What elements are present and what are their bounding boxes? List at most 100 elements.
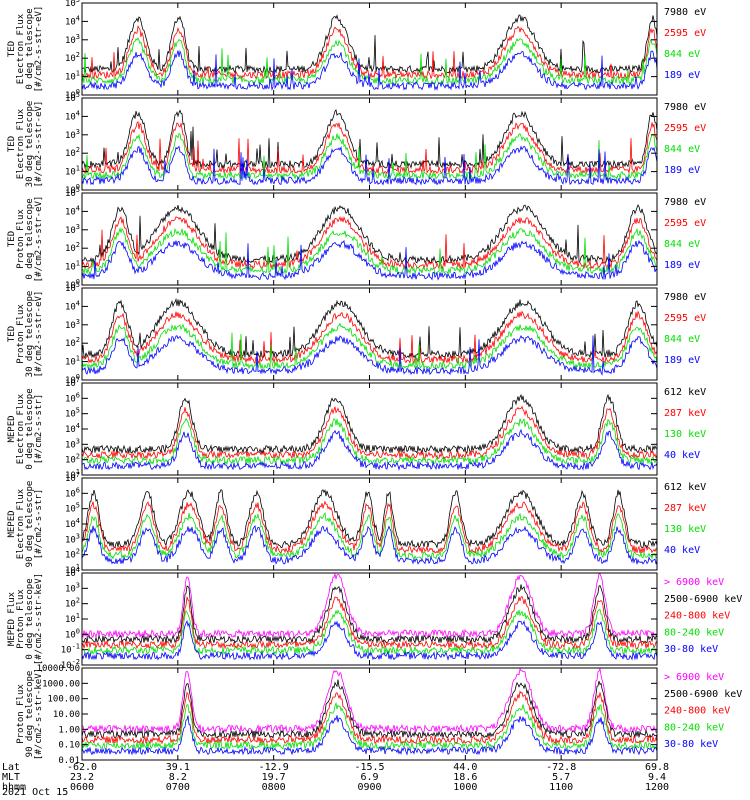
series-5-2 xyxy=(81,405,658,460)
series-line xyxy=(81,109,658,170)
footer-value: 0800 xyxy=(262,782,286,793)
legend-entry: 189 eV xyxy=(664,355,700,366)
footer-value: 39.1 xyxy=(166,762,190,773)
footer-row-label: hhmm xyxy=(2,782,26,793)
ytick-label: 104 xyxy=(65,299,80,312)
ylabel-line: Proton Flux xyxy=(16,589,26,649)
ylabel: MEPED Electron Flux 0 deg telescope [#/cm2-… xyxy=(7,388,44,469)
ylabel: Proton Flux 90 deg telescope [#/cm2-s-str-… xyxy=(16,668,44,760)
ylabel-line: Proton Flux xyxy=(16,684,26,744)
legend-entry: 130 keV xyxy=(664,429,706,440)
ytick-label: 102 xyxy=(65,597,80,610)
ytick-label: 103 xyxy=(65,128,80,141)
series-8-1 xyxy=(81,667,658,734)
series-6-4 xyxy=(81,524,658,565)
ylabel-line: TED xyxy=(7,136,17,152)
ylabel-line: [#/cm2-s-str-eV] xyxy=(34,101,44,188)
series-7-5 xyxy=(81,619,658,661)
ytick-label: 101 xyxy=(65,70,80,83)
legend-entry: 287 keV xyxy=(664,503,706,514)
footer-value: 23.2 xyxy=(70,772,94,783)
series-8-2 xyxy=(81,679,658,739)
series-line xyxy=(81,133,658,181)
panel-frame xyxy=(81,287,658,381)
ytick-label: 103 xyxy=(65,33,80,46)
legend-entry: 189 eV xyxy=(664,70,700,81)
footer-row-label: MLT xyxy=(2,772,20,783)
ylabel-line: [#/cm2-s-str] xyxy=(34,489,44,559)
legend-entry: 2500-6900 keV xyxy=(664,689,742,700)
legend-entry: 7980 eV xyxy=(664,292,706,303)
ylabel-line: MEPED xyxy=(7,415,17,442)
series-5-3 xyxy=(81,417,658,466)
legend-entry: 612 keV xyxy=(664,482,706,493)
ylabel-line: Electron Flux xyxy=(16,488,26,559)
orbit-footer: Lat -62.0 39.1 -12.9 -15.5 44.0 -72.8 69.8 MLT 23… xyxy=(2,762,669,793)
series-line xyxy=(81,715,658,756)
series-line xyxy=(81,239,658,281)
ylabel: TED Electron Flux 0 deg telescope [#/cm2-s-… xyxy=(7,6,44,93)
ytick-label: 103 xyxy=(65,437,80,450)
ylabel-line: 90 deg telescope xyxy=(25,671,35,758)
ytick-label: 103 xyxy=(65,532,80,545)
series-5-4 xyxy=(81,428,658,471)
footer-value: -12.9 xyxy=(259,762,289,773)
series-3-3 xyxy=(81,227,658,275)
footer-value: -72.8 xyxy=(546,762,576,773)
legend-entry: 240-800 keV xyxy=(664,611,730,622)
series-line xyxy=(81,512,658,560)
ylabel-line: 30 deg telescope xyxy=(25,291,35,378)
ytick-label: 103 xyxy=(65,223,80,236)
ylabel: MEPED Flux Proton Flux 0 deg telescope [#/c… xyxy=(7,573,44,665)
legend-entry: 2595 eV xyxy=(664,313,706,324)
ytick-label: 1000.00 xyxy=(42,679,80,689)
legend-entry: 2595 eV xyxy=(664,123,706,134)
ylabel-line: Electron Flux xyxy=(16,108,26,179)
ylabel-line: MEPED Flux xyxy=(7,591,17,646)
series-line xyxy=(81,500,658,554)
series-8-5 xyxy=(81,715,658,756)
panel-frame xyxy=(81,192,658,286)
legend-entry: 7980 eV xyxy=(664,7,706,18)
ylabel: MEPED Electron Flux 90 deg telescope [#/cm2… xyxy=(7,481,44,568)
series-4-4 xyxy=(81,334,658,376)
footer-value: 1000 xyxy=(453,782,477,793)
footer-value: 6.9 xyxy=(360,772,378,783)
series-4-2 xyxy=(81,310,658,365)
series-6-2 xyxy=(81,500,658,554)
ylabel-line: TED xyxy=(7,231,17,247)
legend-entry: 2595 eV xyxy=(664,28,706,39)
series-2-4 xyxy=(81,145,658,186)
footer-value: 19.7 xyxy=(262,772,286,783)
panel-8: 0.010.101.0010.00100.001000.0010000.00Pr… xyxy=(16,664,742,766)
ylabel-line: 0 deg telescope xyxy=(25,8,35,89)
series-line xyxy=(81,49,658,92)
series-line xyxy=(81,310,658,365)
series-4-1 xyxy=(81,297,658,360)
footer-row-label: Lat xyxy=(2,762,20,773)
ytick-label: 101 xyxy=(65,612,80,625)
series-line xyxy=(81,584,658,645)
series-line xyxy=(81,145,658,186)
series-line xyxy=(81,489,658,549)
series-line xyxy=(81,227,658,275)
ylabel-line: [#/cm2-s-str-eV] xyxy=(34,291,44,378)
legend-entry: 240-800 keV xyxy=(664,706,730,717)
footer-value: 9.4 xyxy=(648,772,666,783)
series-5-1 xyxy=(81,393,658,455)
footer-value: 5.7 xyxy=(552,772,570,783)
ylabel-line: MEPED xyxy=(7,510,17,537)
legend-entry: 844 eV xyxy=(664,334,700,345)
series-7-2 xyxy=(81,584,658,645)
series-1-4 xyxy=(81,49,658,92)
ylabel-line: 90 deg telescope xyxy=(25,481,35,568)
series-2-1 xyxy=(81,109,658,170)
series-line xyxy=(81,619,658,661)
